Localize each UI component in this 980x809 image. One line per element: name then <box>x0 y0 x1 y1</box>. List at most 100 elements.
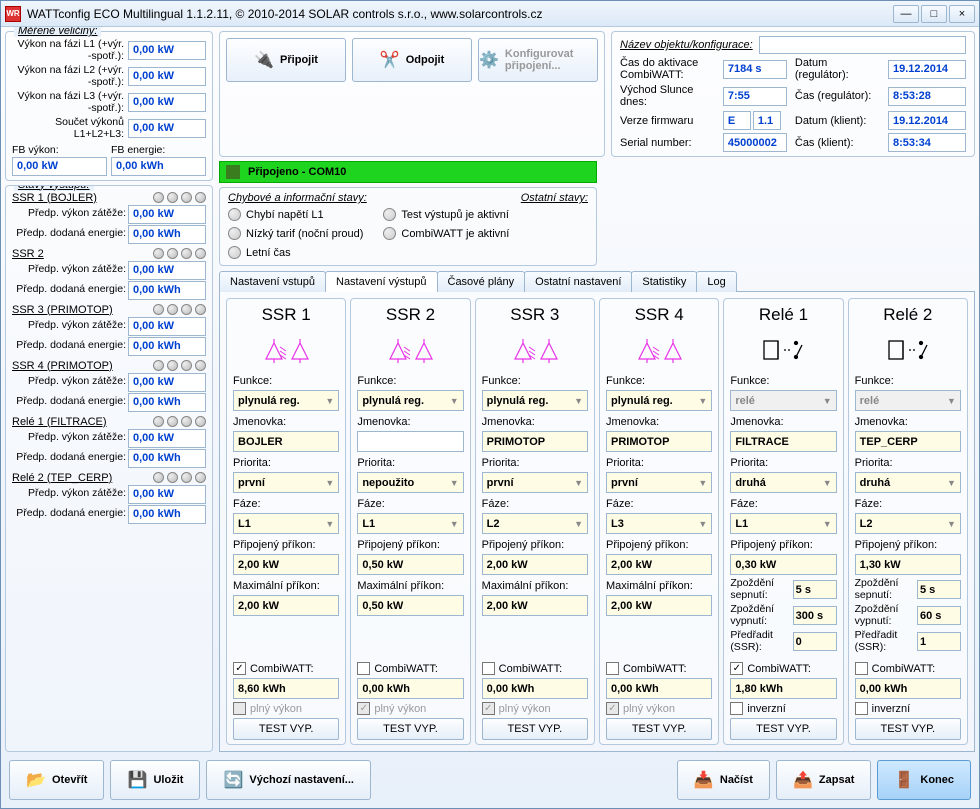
combiwatt-value-3[interactable]: 0,00 kWh <box>606 678 712 699</box>
serial-label: Serial number: <box>620 137 715 149</box>
priority-select-5[interactable]: druhá▼ <box>855 472 961 493</box>
disconnect-button[interactable]: ✂️Odpojit <box>352 38 472 82</box>
delay-off-5[interactable]: 60 s <box>917 606 961 625</box>
name-input-1[interactable] <box>357 431 463 452</box>
max-power-input-3[interactable]: 2,00 kW <box>606 595 712 616</box>
test-button-3[interactable]: TEST VYP. <box>606 718 712 740</box>
test-button-1[interactable]: TEST VYP. <box>357 718 463 740</box>
status-text: Připojeno - COM10 <box>248 166 346 178</box>
configure-connection-button[interactable]: ⚙️Konfigurovat připojení... <box>478 38 598 82</box>
full-power-checkbox-3[interactable]: ✓ <box>606 702 619 715</box>
config-name-input[interactable] <box>759 36 966 54</box>
combiwatt-checkbox-1[interactable] <box>357 662 370 675</box>
tab-2[interactable]: Časové plány <box>437 271 526 292</box>
combiwatt-value-4[interactable]: 1,80 kWh <box>730 678 836 699</box>
max-power-input-2[interactable]: 2,00 kW <box>482 595 588 616</box>
tab-4[interactable]: Statistiky <box>631 271 697 292</box>
combiwatt-checkbox-4[interactable]: ✓ <box>730 662 743 675</box>
default-settings-button[interactable]: 🔄Výchozí nastavení... <box>206 760 371 800</box>
tab-0[interactable]: Nastavení vstupů <box>219 271 326 292</box>
name-input-4[interactable]: FILTRACE <box>730 431 836 452</box>
full-power-checkbox-1[interactable]: ✓ <box>357 702 370 715</box>
full-power-checkbox-2[interactable]: ✓ <box>482 702 495 715</box>
minimize-button[interactable]: — <box>893 5 919 23</box>
fw-val2: 1.1 <box>753 111 781 130</box>
tab-5[interactable]: Log <box>696 271 736 292</box>
prepend-ssr-4[interactable]: 0 <box>793 632 837 651</box>
tab-1[interactable]: Nastavení výstupů <box>325 271 438 292</box>
function-select-1[interactable]: plynulá reg.▼ <box>357 390 463 411</box>
combiwatt-checkbox-2[interactable] <box>482 662 495 675</box>
phase-select-5[interactable]: L2▼ <box>855 513 961 534</box>
connect-button[interactable]: 🔌Připojit <box>226 38 346 82</box>
test-button-5[interactable]: TEST VYP. <box>855 718 961 740</box>
config-name-label: Název objektu/konfigurace: <box>620 39 753 51</box>
power-input-0[interactable]: 2,00 kW <box>233 554 339 575</box>
priority-select-1[interactable]: nepoužito▼ <box>357 472 463 493</box>
priority-select-2[interactable]: první▼ <box>482 472 588 493</box>
inverse-checkbox-5[interactable] <box>855 702 868 715</box>
name-input-2[interactable]: PRIMOTOP <box>482 431 588 452</box>
max-power-input-1[interactable]: 0,50 kW <box>357 595 463 616</box>
combiwatt-checkbox-0[interactable]: ✓ <box>233 662 246 675</box>
output-state-name-4: Relé 1 (FILTRACE) <box>12 416 150 428</box>
priority-select-4[interactable]: druhá▼ <box>730 472 836 493</box>
output-title-5: Relé 2 <box>855 305 961 325</box>
led-icon <box>167 248 178 259</box>
phase-select-2[interactable]: L2▼ <box>482 513 588 534</box>
maximize-button[interactable]: □ <box>921 5 947 23</box>
exit-icon: 🚪 <box>894 770 914 790</box>
sunrise-label: Východ Slunce dnes: <box>620 84 715 108</box>
combiwatt-value-5[interactable]: 0,00 kWh <box>855 678 961 699</box>
function-select-2[interactable]: plynulá reg.▼ <box>482 390 588 411</box>
power-input-1[interactable]: 0,50 kW <box>357 554 463 575</box>
delay-off-4[interactable]: 300 s <box>793 606 837 625</box>
relay-icon <box>855 330 961 370</box>
function-select-0[interactable]: plynulá reg.▼ <box>233 390 339 411</box>
mv-label-2: Výkon na fázi L3 (+výr. -spotř.): <box>12 90 124 114</box>
power-input-3[interactable]: 2,00 kW <box>606 554 712 575</box>
delay-on-5[interactable]: 5 s <box>917 580 961 599</box>
max-power-input-0[interactable]: 2,00 kW <box>233 595 339 616</box>
phase-select-0[interactable]: L1▼ <box>233 513 339 534</box>
prepend-ssr-5[interactable]: 1 <box>917 632 961 651</box>
inverse-checkbox-4[interactable] <box>730 702 743 715</box>
phase-select-3[interactable]: L3▼ <box>606 513 712 534</box>
combiwatt-value-0[interactable]: 8,60 kWh <box>233 678 339 699</box>
combiwatt-checkbox-3[interactable] <box>606 662 619 675</box>
close-button[interactable]: × <box>949 5 975 23</box>
status-indicator-icon <box>226 165 240 179</box>
phase-select-4[interactable]: L1▼ <box>730 513 836 534</box>
output-state-name-3: SSR 4 (PRIMOTOP) <box>12 360 150 372</box>
function-select-3[interactable]: plynulá reg.▼ <box>606 390 712 411</box>
priority-select-0[interactable]: první▼ <box>233 472 339 493</box>
output-column-0: SSR 1 Funkce: plynulá reg.▼ Jmenovka: BO… <box>226 298 346 745</box>
phase-select-1[interactable]: L1▼ <box>357 513 463 534</box>
function-select-5[interactable]: relé▼ <box>855 390 961 411</box>
full-power-checkbox-0[interactable] <box>233 702 246 715</box>
priority-select-3[interactable]: první▼ <box>606 472 712 493</box>
power-input-2[interactable]: 2,00 kW <box>482 554 588 575</box>
tab-3[interactable]: Ostatní nastavení <box>524 271 632 292</box>
power-input-4[interactable]: 0,30 kW <box>730 554 836 575</box>
load-button[interactable]: 📥Načíst <box>677 760 770 800</box>
power-input-5[interactable]: 1,30 kW <box>855 554 961 575</box>
test-button-0[interactable]: TEST VYP. <box>233 718 339 740</box>
output-power-1: 0,00 kW <box>128 261 206 280</box>
test-button-4[interactable]: TEST VYP. <box>730 718 836 740</box>
open-button[interactable]: 📂Otevřít <box>9 760 104 800</box>
combiwatt-value-1[interactable]: 0,00 kWh <box>357 678 463 699</box>
write-button[interactable]: 📤Zapsat <box>776 760 871 800</box>
combiwatt-checkbox-5[interactable] <box>855 662 868 675</box>
exit-button[interactable]: 🚪Konec <box>877 760 971 800</box>
name-input-5[interactable]: TEP_CERP <box>855 431 961 452</box>
function-select-4[interactable]: relé▼ <box>730 390 836 411</box>
test-button-2[interactable]: TEST VYP. <box>482 718 588 740</box>
save-button[interactable]: 💾Uložit <box>110 760 200 800</box>
tabs-bar: Nastavení vstupůNastavení výstupůČasové … <box>219 270 975 292</box>
name-input-3[interactable]: PRIMOTOP <box>606 431 712 452</box>
delay-on-4[interactable]: 5 s <box>793 580 837 599</box>
name-input-0[interactable]: BOJLER <box>233 431 339 452</box>
combiwatt-value-2[interactable]: 0,00 kWh <box>482 678 588 699</box>
mv-value-3: 0,00 kW <box>128 119 206 138</box>
